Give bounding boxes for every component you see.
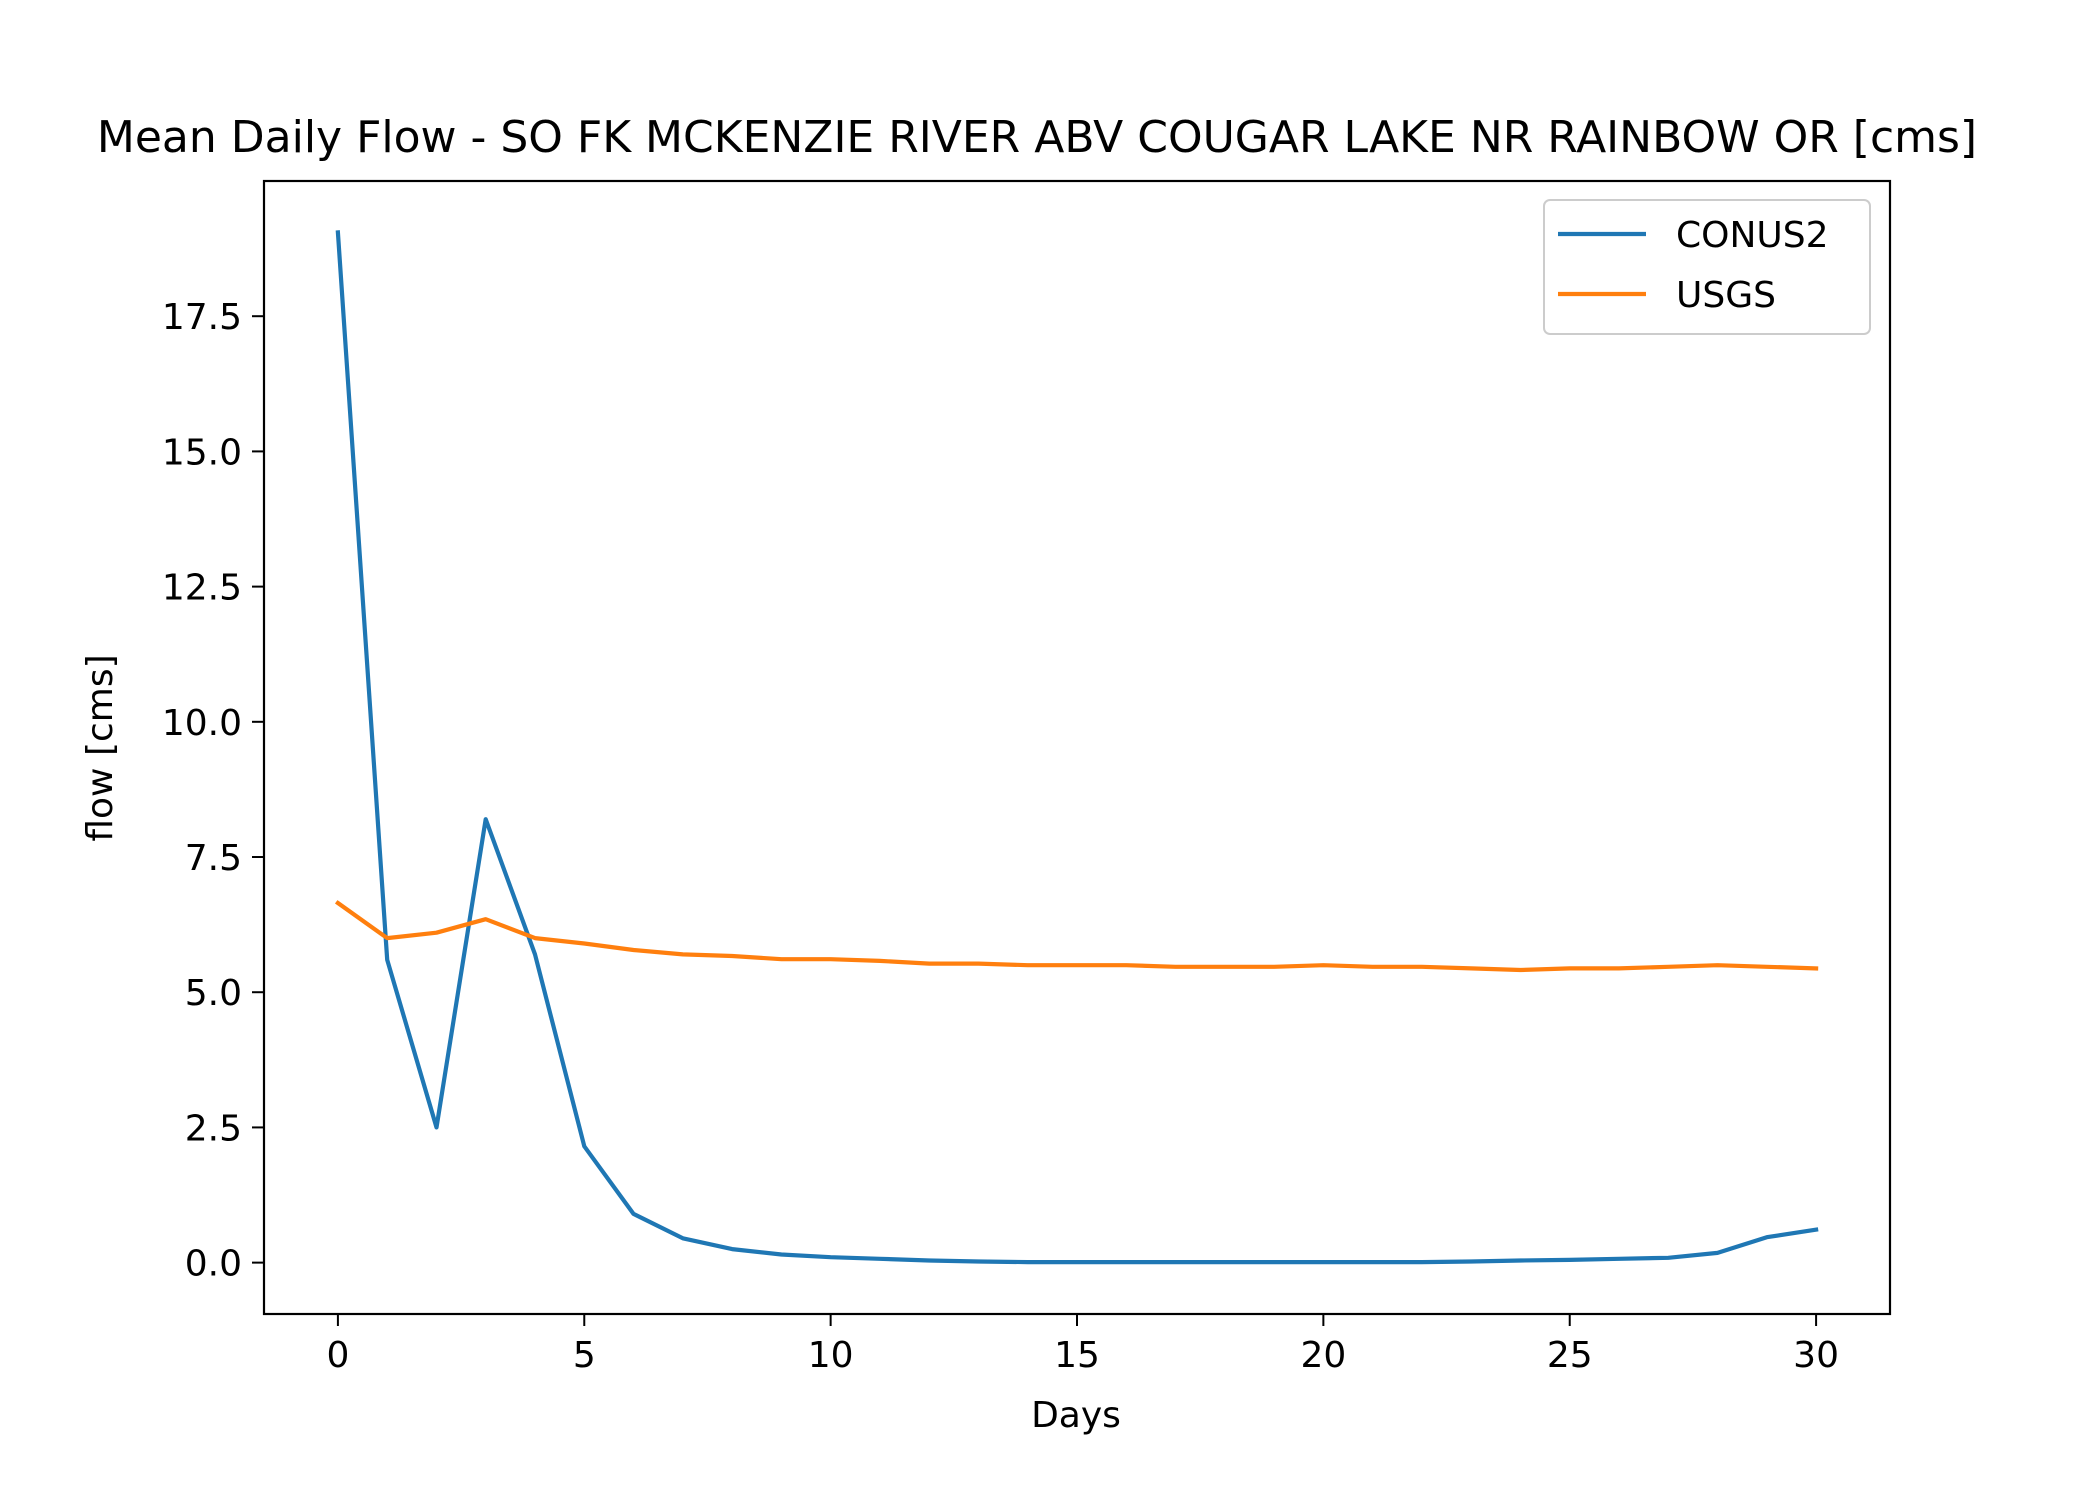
series-line-conus2 xyxy=(335,230,1819,1265)
x-tick-label: 25 xyxy=(1547,1335,1593,1376)
y-tick-label: 15.0 xyxy=(162,432,242,473)
x-tick-label: 20 xyxy=(1300,1335,1346,1376)
y-tick-label: 12.5 xyxy=(162,568,242,609)
x-axis-label: Days xyxy=(1031,1395,1121,1436)
x-tick-label: 10 xyxy=(808,1335,854,1376)
x-tick-label: 5 xyxy=(573,1335,596,1376)
legend-label-usgs: USGS xyxy=(1676,275,1776,316)
y-tick-label: 10.0 xyxy=(162,703,242,744)
x-tick-label: 15 xyxy=(1054,1335,1100,1376)
y-tick-label: 5.0 xyxy=(185,973,242,1014)
y-tick-label: 7.5 xyxy=(185,838,242,879)
x-tick-label: 0 xyxy=(326,1335,349,1376)
legend: CONUS2 USGS xyxy=(1543,199,1871,335)
plot-marks xyxy=(334,230,1819,1265)
series-line-usgs xyxy=(334,900,1819,973)
y-axis-label: flow [cms] xyxy=(80,654,121,841)
y-tick-label: 17.5 xyxy=(162,297,242,338)
x-axis: 0 5 10 15 20 25 30 xyxy=(326,1314,1839,1376)
x-tick-label: 30 xyxy=(1793,1335,1839,1376)
y-tick-label: 0.0 xyxy=(185,1244,242,1285)
legend-label-conus2: CONUS2 xyxy=(1676,215,1829,256)
y-tick-label: 2.5 xyxy=(185,1108,242,1149)
chart-title: Mean Daily Flow - SO FK MCKENZIE RIVER A… xyxy=(97,112,1977,163)
y-axis: 0.0 2.5 5.0 7.5 10.0 12.5 15.0 17.5 xyxy=(162,297,264,1285)
